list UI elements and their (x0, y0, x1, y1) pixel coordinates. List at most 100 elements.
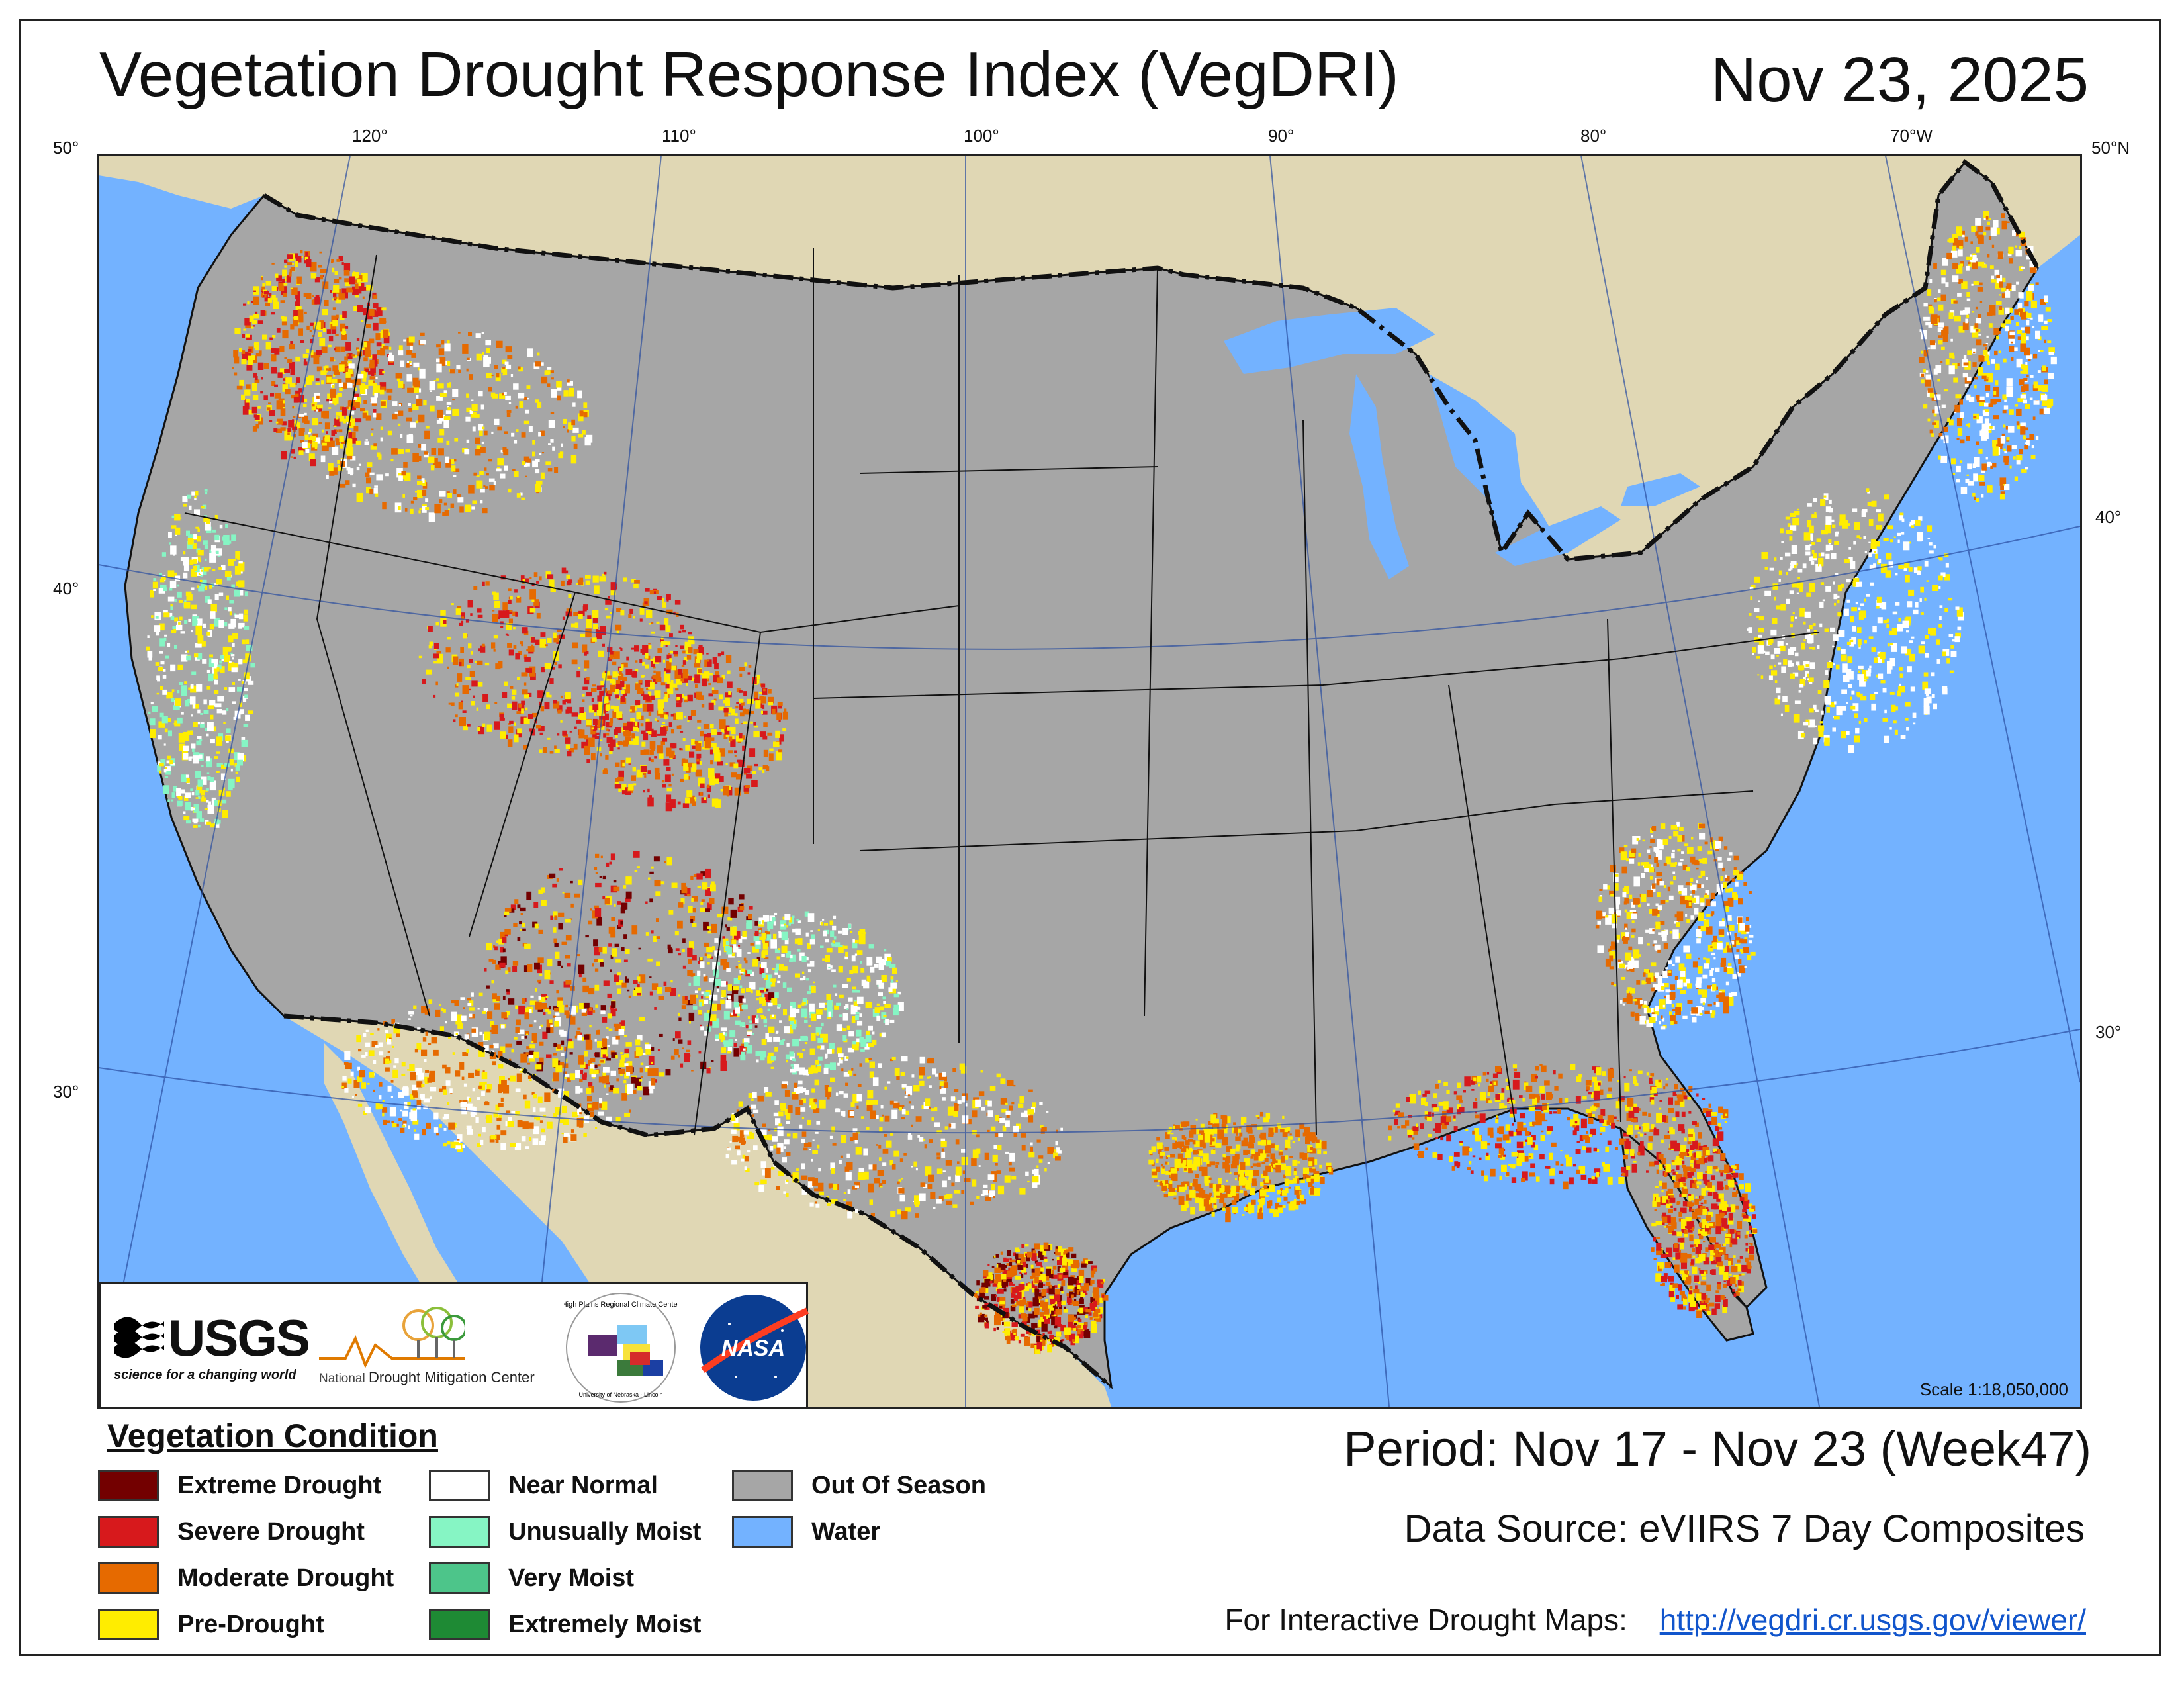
drought-pixel (778, 720, 781, 722)
drought-pixel (594, 968, 599, 972)
drought-pixel (539, 1041, 544, 1046)
drought-pixel (1040, 1125, 1044, 1128)
drought-pixel (220, 666, 225, 673)
drought-pixel (608, 743, 611, 747)
drought-pixel (579, 1112, 582, 1115)
drought-pixel (893, 1008, 899, 1016)
drought-pixel (607, 1045, 610, 1047)
drought-pixel (582, 985, 589, 993)
drought-pixel (864, 1043, 870, 1050)
drought-pixel (810, 1105, 816, 1110)
drought-pixel (754, 1017, 759, 1023)
drought-pixel (759, 1009, 763, 1013)
drought-pixel (165, 766, 171, 771)
drought-pixel (733, 1043, 737, 1047)
drought-pixel (665, 645, 668, 647)
drought-pixel (496, 1124, 501, 1130)
drought-pixel (751, 1114, 754, 1117)
drought-pixel (897, 1002, 904, 1011)
drought-pixel (388, 1059, 392, 1064)
drought-pixel (232, 643, 235, 647)
drought-pixel (401, 471, 406, 476)
drought-pixel (494, 600, 500, 608)
drought-pixel (621, 663, 625, 666)
drought-pixel (790, 955, 793, 959)
drought-pixel (859, 1063, 862, 1067)
drought-pixel (341, 262, 344, 265)
drought-pixel (267, 298, 273, 303)
drought-pixel (575, 1086, 580, 1094)
drought-pixel (587, 615, 592, 620)
drought-pixel (1024, 1244, 1029, 1247)
drought-pixel (521, 1036, 525, 1039)
drought-pixel (493, 1043, 499, 1049)
drought-pixel (634, 870, 638, 872)
drought-pixel (741, 1051, 745, 1056)
drought-pixel (230, 759, 234, 766)
drought-pixel (306, 325, 310, 330)
drought-pixel (435, 1009, 441, 1017)
drought-pixel (752, 959, 759, 963)
drought-pixel (390, 1096, 393, 1098)
drought-pixel (231, 667, 238, 673)
drought-pixel (591, 637, 597, 642)
drought-pixel (383, 1119, 387, 1125)
drought-pixel (983, 1275, 989, 1279)
drought-pixel (1061, 1291, 1064, 1294)
drought-pixel (216, 751, 220, 754)
drought-pixel (718, 706, 725, 711)
drought-pixel (688, 1012, 695, 1021)
drought-pixel (905, 1110, 909, 1115)
drought-pixel (729, 736, 733, 741)
drought-pixel (996, 1327, 999, 1330)
drought-pixel (612, 1037, 619, 1045)
drought-pixel (436, 344, 441, 348)
drought-pixel (367, 1082, 370, 1085)
drought-pixel (490, 1021, 494, 1027)
drought-pixel (467, 600, 473, 608)
drought-pixel (179, 616, 183, 621)
drought-pixel (329, 468, 335, 476)
drought-pixel (829, 1135, 833, 1139)
drought-pixel (165, 767, 171, 775)
drought-pixel (364, 350, 371, 357)
drought-pixel (666, 857, 672, 866)
drought-pixel (919, 1073, 923, 1079)
drought-pixel (449, 369, 455, 374)
drought-pixel (464, 1034, 469, 1040)
drought-pixel (241, 359, 247, 365)
drought-pixel (879, 1117, 884, 1122)
drought-pixel (602, 1054, 609, 1058)
drought-pixel (1034, 1260, 1038, 1264)
drought-pixel (214, 594, 219, 600)
drought-pixel (1044, 1276, 1050, 1281)
drought-pixel (805, 1042, 808, 1045)
drought-pixel (478, 1085, 482, 1089)
drought-pixel (707, 794, 710, 798)
drought-pixel (661, 598, 664, 602)
drought-pixel (717, 732, 722, 735)
drought-pixel (1009, 1258, 1012, 1260)
drought-pixel (868, 1164, 873, 1170)
drought-pixel (976, 1148, 981, 1154)
drought-pixel (1044, 1168, 1047, 1172)
drought-pixel (790, 1008, 796, 1018)
drought-pixel (539, 1026, 541, 1029)
drought-pixel (523, 463, 528, 467)
drought-pixel (932, 1068, 936, 1075)
drought-pixel (830, 1162, 835, 1170)
drought-pixel (160, 759, 166, 766)
drought-pixel (726, 927, 730, 931)
drought-pixel (782, 982, 787, 988)
drought-pixel (801, 1175, 808, 1180)
drought-pixel (216, 709, 222, 714)
drought-pixel (825, 1053, 828, 1058)
drought-pixel (762, 1000, 766, 1006)
drought-pixel (1051, 1274, 1058, 1279)
drought-pixel (573, 743, 578, 750)
drought-pixel (597, 695, 602, 702)
drought-pixel (653, 666, 656, 669)
drought-pixel (154, 612, 161, 620)
drought-pixel (759, 989, 764, 993)
drought-pixel (201, 790, 205, 796)
